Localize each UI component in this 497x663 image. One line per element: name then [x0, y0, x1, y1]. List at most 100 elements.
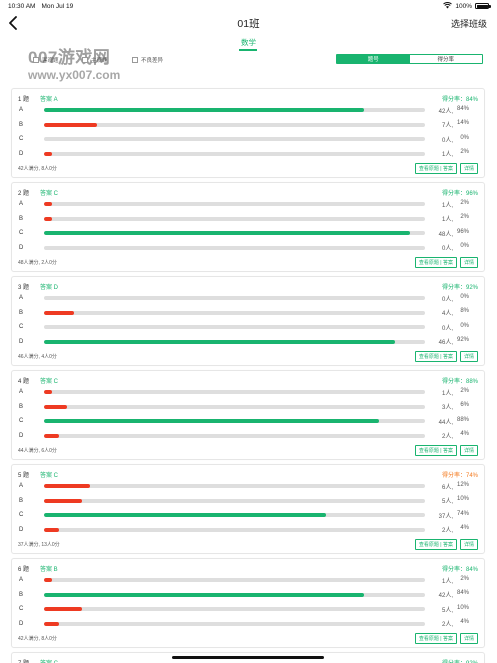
sort-by-score[interactable]: 得分率 — [409, 55, 482, 63]
view-question-button[interactable]: 查看原题 | 答案 — [414, 632, 457, 644]
option-bar-track — [44, 151, 425, 156]
filter-objective[interactable]: 客观题 — [33, 56, 59, 64]
status-bar: 10:30 AM Mon Jul 19 100% — [0, 0, 497, 12]
option-bar-track — [44, 216, 425, 221]
status-time: 10:30 AM — [8, 2, 36, 10]
filter-subjective[interactable]: 主观题 — [82, 56, 108, 64]
option-label: D — [19, 244, 24, 251]
option-bar-track — [44, 296, 425, 301]
option-label: B — [19, 309, 24, 316]
option-label: D — [19, 526, 24, 533]
view-question-button[interactable]: 查看原题 | 答案 — [414, 350, 457, 362]
watermark-logo: 007游戏网 — [28, 48, 111, 67]
option-percent: 2% — [460, 387, 469, 394]
option-row: C 37人, 74% — [18, 508, 478, 523]
option-count: 1人, — [441, 578, 453, 585]
footer-actions: 查看原题 | 答案 详情 — [414, 538, 478, 550]
score-summary: 37人满分, 13人0分 — [18, 541, 60, 548]
select-class-button[interactable]: 选择班级 — [450, 19, 487, 29]
score-rate: 得分率：92% — [441, 284, 478, 291]
option-stat: 42人, 84% — [431, 590, 469, 599]
option-label: B — [19, 591, 24, 598]
detail-button[interactable]: 详情 — [459, 350, 478, 362]
view-question-button[interactable]: 查看原题 | 答案 — [414, 162, 457, 174]
option-row: C 5人, 10% — [18, 602, 478, 617]
score-rate: 得分率：84% — [441, 96, 478, 103]
detail-button[interactable]: 详情 — [459, 444, 478, 456]
score-rate: 得分率：88% — [441, 378, 478, 385]
option-percent: 88% — [456, 416, 469, 423]
option-stat: 46人, 92% — [431, 337, 469, 346]
view-question-button[interactable]: 查看原题 | 答案 — [414, 538, 457, 550]
filter-difference[interactable]: 不良差异 — [132, 56, 163, 64]
option-bar-track — [44, 433, 425, 438]
option-row: C 48人, 96% — [18, 226, 478, 241]
option-percent: 74% — [456, 510, 469, 517]
option-bar-fill — [44, 310, 75, 315]
option-stat: 7人, 14% — [431, 120, 469, 129]
question-card: 1 题 答案 A 得分率：84% A 42人, 84% B 7人, 14% C 0人, 0% D 1人, 2… — [11, 88, 485, 178]
option-row: D 2人, 4% — [18, 523, 478, 538]
option-stat: 1人, 2% — [431, 214, 469, 223]
checkbox-icon[interactable] — [33, 57, 39, 63]
option-bar-track — [44, 578, 425, 583]
option-row: A 1人, 2% — [18, 573, 478, 588]
question-footer: 48人满分, 2人0分 查看原题 | 答案 详情 — [18, 256, 478, 268]
option-percent: 0% — [460, 134, 469, 141]
battery-icon — [475, 3, 491, 9]
option-count: 2人, — [441, 434, 453, 441]
detail-button[interactable]: 详情 — [459, 632, 478, 644]
detail-button[interactable]: 详情 — [459, 256, 478, 268]
option-bar-fill — [44, 498, 83, 503]
option-label: B — [19, 403, 24, 410]
view-question-button[interactable]: 查看原题 | 答案 — [414, 444, 457, 456]
option-bar-fill — [44, 122, 98, 127]
sort-by-number[interactable]: 题号 — [337, 55, 410, 63]
back-button[interactable] — [8, 15, 22, 31]
option-label: D — [19, 432, 24, 439]
option-row: A 0人, 0% — [18, 291, 478, 306]
option-stat: 1人, 2% — [431, 388, 469, 397]
chevron-left-icon — [9, 16, 17, 30]
option-bar-fill — [44, 607, 83, 612]
option-label: D — [19, 150, 24, 157]
subject-tabs: 数学 — [0, 34, 497, 54]
view-question-button[interactable]: 查看原题 | 答案 — [414, 256, 457, 268]
score-summary: 46人满分, 4人0分 — [18, 353, 57, 360]
option-percent: 10% — [456, 604, 469, 611]
option-count: 1人, — [441, 217, 453, 224]
option-row: A 1人, 2% — [18, 385, 478, 400]
detail-button[interactable]: 详情 — [459, 162, 478, 174]
option-label: A — [19, 201, 24, 208]
option-label: B — [19, 121, 24, 128]
option-label: C — [19, 230, 24, 237]
detail-button[interactable]: 详情 — [459, 538, 478, 550]
question-number: 5 题 — [18, 472, 30, 479]
nav-bar: 01班 选择班级 — [0, 12, 497, 34]
checkbox-icon[interactable] — [132, 57, 138, 63]
option-stat: 2人, 4% — [431, 525, 469, 534]
option-stat: 2人, 4% — [431, 431, 469, 440]
option-stat: 44人, 88% — [431, 417, 469, 426]
footer-actions: 查看原题 | 答案 详情 — [414, 444, 478, 456]
option-label: A — [19, 483, 24, 490]
option-stat: 1人, 2% — [431, 200, 469, 209]
question-header: 3 题 答案 D 得分率：92% — [18, 281, 478, 291]
question-card: 4 题 答案 C 得分率：88% A 1人, 2% B 3人, 6% C 44人, 88% D 2人, 4%… — [11, 370, 485, 460]
option-count: 46人, — [438, 340, 453, 347]
option-count: 3人, — [441, 405, 453, 412]
option-percent: 4% — [460, 525, 469, 532]
option-count: 1人, — [441, 202, 453, 209]
option-percent: 0% — [460, 293, 469, 300]
option-stat: 0人, 0% — [431, 243, 469, 252]
option-stat: 37人, 74% — [431, 511, 469, 520]
question-card: 6 题 答案 B 得分率：84% A 1人, 2% B 42人, 84% C 5人, 10% D 2人, 4… — [11, 558, 485, 648]
tab-math[interactable]: 数学 — [241, 38, 256, 47]
checkbox-icon[interactable] — [82, 57, 88, 63]
option-stat: 5人, 10% — [431, 496, 469, 505]
question-card: 5 题 答案 C 得分率：74% A 6人, 12% B 5人, 10% C 37人, 74% D 2人,… — [11, 464, 485, 554]
correct-answer: 答案 D — [40, 284, 59, 291]
option-stat: 2人, 4% — [431, 619, 469, 628]
wifi-icon — [443, 1, 453, 11]
option-label: A — [19, 577, 24, 584]
